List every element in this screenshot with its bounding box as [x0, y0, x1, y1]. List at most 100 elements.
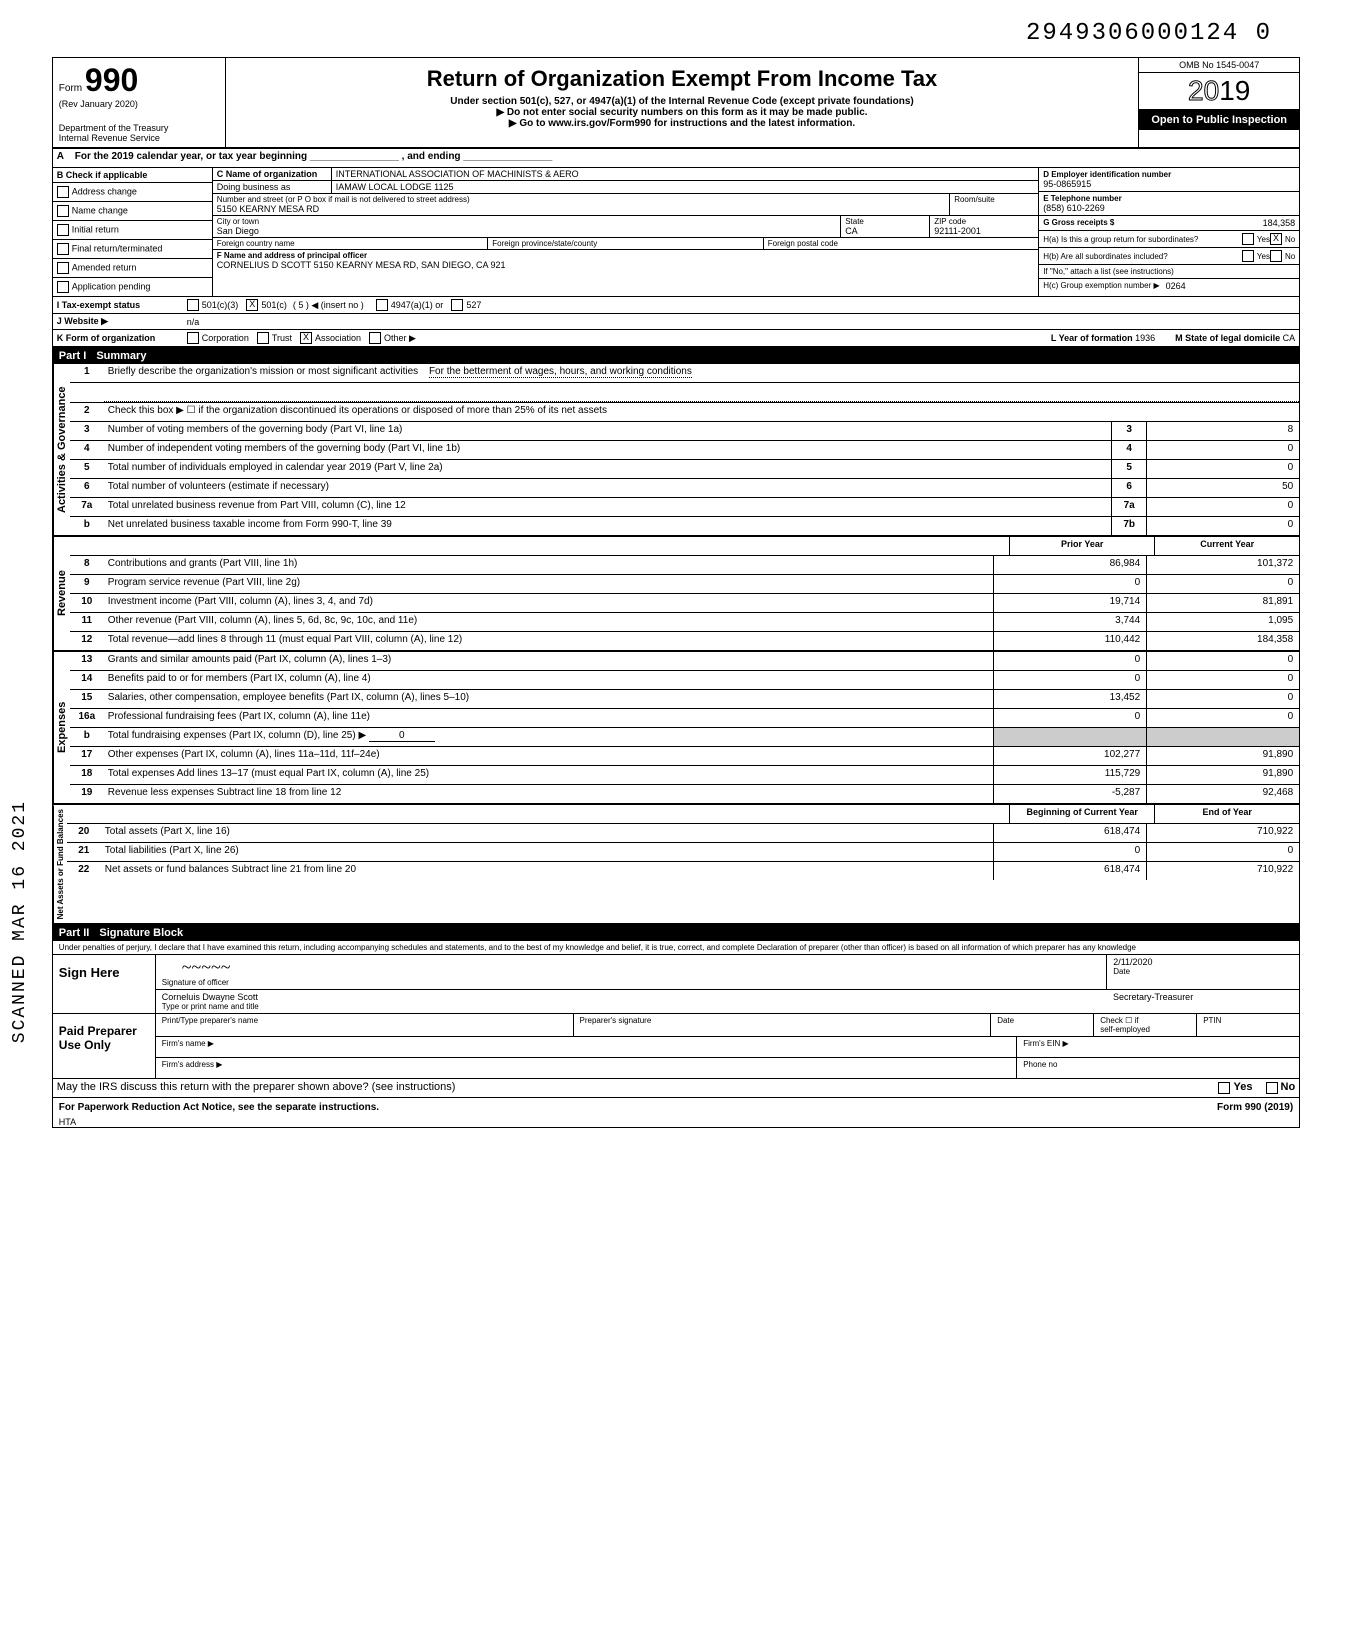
checkbox-amended[interactable]	[57, 262, 69, 274]
header-end: End of Year	[1154, 805, 1299, 823]
j-label: J Website ▶	[57, 316, 187, 327]
ha-label: H(a) Is this a group return for subordin…	[1043, 235, 1242, 244]
dba-value: IAMAW LOCAL LODGE 1125	[332, 181, 1038, 193]
discuss-no: No	[1281, 1081, 1296, 1093]
city-label: City or town	[217, 217, 836, 226]
subtitle-2: ▶ Do not enter social security numbers o…	[232, 107, 1132, 118]
phone-no-label: Phone no	[1017, 1058, 1299, 1078]
hb-label: H(b) Are all subordinates included?	[1043, 252, 1242, 261]
checkbox-ha-no[interactable]: X	[1270, 233, 1282, 245]
sign-block: Sign Here ~~~~~ Signature of officer 2/1…	[53, 955, 1299, 1014]
checkbox-assoc[interactable]: X	[300, 332, 312, 344]
section-d: D Employer identification number 95-0865…	[1039, 168, 1299, 296]
foreign-postal-label: Foreign postal code	[763, 238, 1038, 249]
checkbox-initial-return[interactable]	[57, 224, 69, 236]
opt-final-return: Final return/terminated	[72, 243, 163, 253]
table-row: 12Total revenue—add lines 8 through 11 (…	[70, 632, 1299, 650]
paid-block: Paid Preparer Use Only Print/Type prepar…	[53, 1014, 1299, 1079]
checkbox-other[interactable]	[369, 332, 381, 344]
street-label: Number and street (or P O box if mail is…	[217, 195, 945, 204]
page-number: 2949306000124 0	[20, 20, 1332, 47]
part-ii-title: Signature Block	[99, 927, 183, 939]
sig-label: Signature of officer	[162, 978, 1100, 987]
activities-label: Activities & Governance	[53, 364, 70, 535]
checkbox-501c[interactable]: X	[246, 299, 258, 311]
table-row: 6Total number of volunteers (estimate if…	[70, 479, 1299, 498]
opt-name-change: Name change	[72, 205, 128, 215]
checkbox-501c3[interactable]	[187, 299, 199, 311]
table-row: 14Benefits paid to or for members (Part …	[70, 671, 1299, 690]
line-a-text: For the 2019 calendar year, or tax year …	[71, 149, 1299, 167]
paid-col1: Print/Type preparer's name	[156, 1014, 574, 1036]
checkbox-ha-yes[interactable]	[1242, 233, 1254, 245]
line2-desc: Check this box ▶ ☐ if the organization d…	[104, 403, 1299, 421]
501c-num: 5	[298, 300, 303, 310]
c-name-label: C Name of organization	[217, 169, 318, 179]
name-label: Type or print name and title	[162, 1002, 1293, 1011]
paid-col2: Preparer's signature	[574, 1014, 992, 1036]
table-row: 15Salaries, other compensation, employee…	[70, 690, 1299, 709]
checkbox-address-change[interactable]	[57, 186, 69, 198]
form-number: 990	[85, 62, 138, 98]
checkbox-discuss-yes[interactable]	[1218, 1082, 1230, 1094]
header-begin: Beginning of Current Year	[1009, 805, 1154, 823]
section-b: B Check if applicable Address change Nam…	[53, 168, 213, 296]
checkbox-discuss-no[interactable]	[1266, 1082, 1278, 1094]
opt-initial-return: Initial return	[72, 224, 119, 234]
state-value: CA	[845, 226, 925, 236]
opt-assoc: Association	[315, 333, 361, 343]
checkbox-527[interactable]	[451, 299, 463, 311]
f-label: F Name and address of principal officer	[217, 251, 1034, 260]
state-label: State	[845, 217, 925, 226]
ein-value: 95-0865915	[1043, 179, 1295, 189]
table-row: 8Contributions and grants (Part VIII, li…	[70, 556, 1299, 575]
table-row: 5Total number of individuals employed in…	[70, 460, 1299, 479]
header-prior: Prior Year	[1009, 537, 1154, 555]
paid-col5: PTIN	[1197, 1014, 1299, 1036]
paid-label: Paid Preparer Use Only	[53, 1014, 156, 1078]
checkbox-trust[interactable]	[257, 332, 269, 344]
scanned-stamp: SCANNED MAR 16 2021	[10, 800, 30, 1043]
line1-val: For the betterment of wages, hours, and …	[429, 366, 692, 378]
ha-yes: Yes	[1257, 235, 1270, 244]
expenses-section: Expenses 13Grants and similar amounts pa…	[53, 652, 1299, 805]
j-value: n/a	[187, 317, 200, 327]
revenue-label: Revenue	[53, 537, 70, 650]
checkbox-corp[interactable]	[187, 332, 199, 344]
hb-note: If "No," attach a list (see instructions…	[1039, 265, 1299, 279]
phone-value: (858) 610-2269	[1043, 203, 1295, 213]
table-row: 17Other expenses (Part IX, column (A), l…	[70, 747, 1299, 766]
form-header: Form 990 (Rev January 2020) Department o…	[53, 58, 1299, 149]
table-row: 3Number of voting members of the governi…	[70, 422, 1299, 441]
checkbox-hb-yes[interactable]	[1242, 250, 1254, 262]
expenses-label: Expenses	[53, 652, 70, 803]
checkbox-hb-no[interactable]	[1270, 250, 1282, 262]
signature-image: ~~~~~	[162, 957, 1100, 978]
omb-number: OMB No 1545-0047	[1139, 58, 1299, 73]
opt-trust: Trust	[272, 333, 292, 343]
table-row: 4Number of independent voting members of…	[70, 441, 1299, 460]
ha-no: No	[1285, 235, 1295, 244]
foreign-province-label: Foreign province/state/county	[487, 238, 762, 249]
zip-value: 92111-2001	[934, 226, 1034, 236]
footer-row: For Paperwork Reduction Act Notice, see …	[53, 1098, 1299, 1117]
form-ref: Form 990 (2019)	[1217, 1102, 1293, 1113]
city-value: San Diego	[217, 226, 836, 236]
ein-label: D Employer identification number	[1043, 170, 1295, 179]
table-row: 7aTotal unrelated business revenue from …	[70, 498, 1299, 517]
checkbox-final-return[interactable]	[57, 243, 69, 255]
opt-501c: 501(c)	[261, 300, 287, 310]
dba-label: Doing business as	[217, 182, 291, 192]
checkbox-name-change[interactable]	[57, 205, 69, 217]
line-j: J Website ▶ n/a	[53, 314, 1299, 330]
checkbox-app-pending[interactable]	[57, 281, 69, 293]
header-center: Return of Organization Exempt From Incom…	[226, 58, 1138, 147]
part-ii-label: Part II	[59, 927, 100, 939]
discuss-yes: Yes	[1233, 1081, 1252, 1093]
part-i-label: Part I	[59, 350, 97, 362]
activities-section: Activities & Governance 1 Briefly descri…	[53, 364, 1299, 537]
paperwork-notice: For Paperwork Reduction Act Notice, see …	[59, 1102, 379, 1113]
org-name: INTERNATIONAL ASSOCIATION OF MACHINISTS …	[332, 168, 1038, 180]
checkbox-4947[interactable]	[376, 299, 388, 311]
section-b-label: B Check if applicable	[53, 168, 212, 183]
